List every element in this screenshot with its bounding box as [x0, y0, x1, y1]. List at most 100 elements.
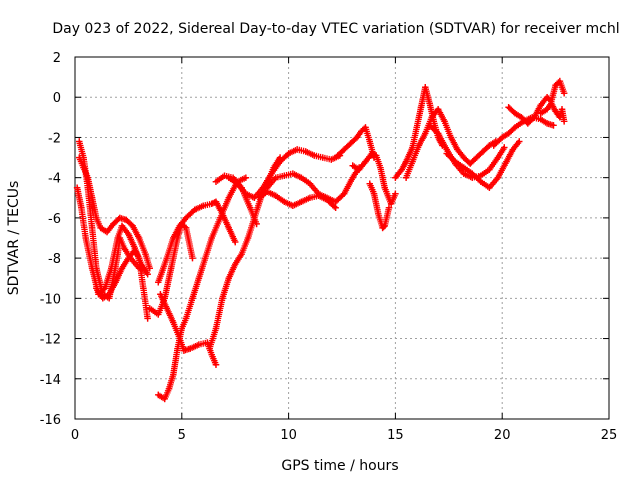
data-point: [105, 291, 113, 298]
data-point: [206, 345, 213, 352]
data-point: [182, 315, 190, 322]
data-point: [180, 347, 188, 354]
data-point: [362, 124, 369, 131]
data-point: [466, 160, 474, 167]
data-point: [174, 345, 181, 352]
data-point: [473, 154, 480, 161]
data-point: [503, 158, 510, 165]
data-point: [163, 305, 171, 312]
data-point: [170, 319, 177, 326]
data-point: [499, 134, 506, 141]
data-point: [208, 200, 215, 208]
series-track-23: [537, 100, 568, 125]
data-point: [167, 264, 175, 272]
x-tick-label: 15: [387, 428, 404, 443]
data-point: [76, 138, 83, 145]
y-tick-label: -8: [48, 252, 61, 267]
data-point: [494, 174, 502, 181]
x-tick-label: 20: [494, 428, 511, 443]
data-point: [191, 206, 198, 214]
data-point: [409, 158, 416, 165]
data-point: [225, 174, 232, 181]
y-tick-label: -16: [40, 413, 61, 428]
series-track-22: [505, 77, 568, 127]
data-point: [108, 264, 115, 272]
data-point: [225, 194, 232, 201]
data-point: [353, 134, 361, 141]
data-point: [358, 128, 365, 135]
data-point: [187, 345, 194, 352]
data-point: [232, 238, 239, 246]
data-point: [176, 222, 183, 230]
series-track-20: [443, 138, 523, 191]
data-point: [155, 279, 162, 286]
data-point: [157, 291, 164, 298]
data-point: [548, 100, 555, 107]
data-point: [469, 170, 476, 177]
data-point: [73, 184, 81, 191]
data-point: [298, 198, 305, 205]
data-point: [441, 118, 448, 125]
y-tick-label: -4: [48, 172, 61, 187]
data-point: [202, 254, 209, 262]
data-point: [78, 204, 85, 212]
data-point: [443, 150, 450, 157]
data-point: [422, 130, 429, 137]
data-point: [306, 180, 314, 187]
data-point: [195, 275, 203, 282]
plot-frame: [74, 56, 610, 420]
data-point: [347, 140, 354, 147]
data-point: [417, 104, 425, 111]
data-point: [293, 146, 301, 153]
data-point: [103, 228, 111, 236]
data-point: [477, 172, 485, 179]
data-point: [560, 90, 568, 97]
data-point: [332, 198, 339, 205]
series-track-4: [93, 246, 151, 322]
data-point: [281, 172, 288, 179]
data-point: [298, 174, 305, 181]
grid: [75, 57, 609, 419]
data-point: [315, 192, 322, 199]
data-point: [511, 110, 519, 117]
data-point: [189, 254, 196, 262]
y-tick-label: 2: [53, 51, 61, 66]
data-point: [217, 214, 224, 222]
series-track-16: [366, 180, 393, 232]
data-point: [88, 194, 96, 201]
data-point: [146, 264, 153, 272]
y-tick-label: -10: [40, 292, 61, 307]
data-point: [511, 124, 519, 131]
series-track-11: [225, 146, 344, 201]
data-point: [501, 144, 508, 151]
y-tick-label: -2: [48, 131, 61, 146]
data-point: [165, 385, 173, 393]
data-point: [155, 391, 162, 399]
data-point: [413, 124, 420, 131]
data-point: [123, 216, 130, 224]
data-point: [537, 116, 544, 123]
data-point: [334, 152, 341, 159]
data-point: [219, 295, 226, 302]
data-point: [477, 178, 485, 185]
y-tick-label: -6: [48, 212, 61, 227]
data-point: [246, 204, 254, 212]
data-point: [428, 114, 435, 121]
axis-ticks: 0 5 10 15 20 25 -16 -14 -12 -10 -8 -6 -4 -2 0 2: [40, 51, 618, 443]
data-point: [556, 114, 564, 121]
data-point: [161, 395, 168, 403]
data-point: [140, 285, 147, 292]
data-point: [381, 184, 388, 191]
data-point: [505, 130, 512, 137]
data-point: [129, 222, 136, 230]
series-track-7: [157, 291, 220, 368]
data-point: [552, 81, 559, 89]
series-track-5: [146, 220, 196, 318]
data-point: [387, 200, 395, 208]
data-points: [73, 77, 568, 403]
x-tick-label: 10: [280, 428, 297, 443]
data-point: [244, 234, 252, 242]
data-point: [381, 222, 388, 230]
data-point: [142, 250, 149, 258]
